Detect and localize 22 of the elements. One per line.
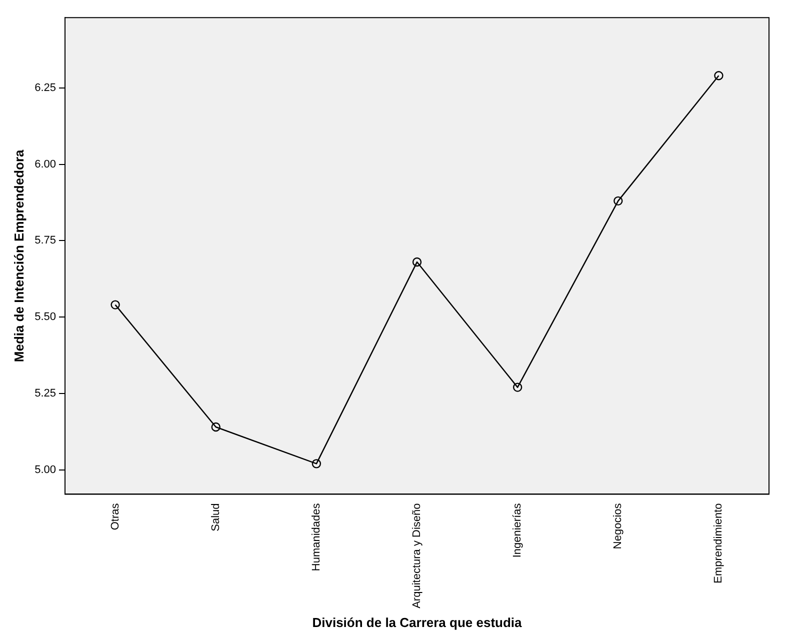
point xyxy=(512,382,522,392)
x-tick-label: Arquitectura y Diseño xyxy=(411,503,424,608)
point xyxy=(312,459,322,468)
point xyxy=(614,196,623,206)
y-tick-label: 6.00 xyxy=(34,158,56,170)
x-tick-label: Negocios xyxy=(612,502,624,550)
x-tick-label: Emprendimiento xyxy=(712,503,725,584)
point xyxy=(211,422,220,432)
y-tick-label: 6.25 xyxy=(34,82,56,94)
x-tick-label: Humanidades xyxy=(310,502,322,572)
x-tick-label: Salud xyxy=(210,503,222,532)
point xyxy=(110,300,120,310)
y-tick-label: 5.75 xyxy=(34,234,56,247)
x-tick-label: Otras xyxy=(109,502,122,530)
x-tick-label: Ingenierías xyxy=(512,502,524,558)
y-tick-label: 5.00 xyxy=(34,464,56,476)
y-tick-label: 5.25 xyxy=(34,387,56,400)
point xyxy=(412,257,422,267)
y-tick-label: 5.50 xyxy=(34,311,56,324)
x-axis-title: División de la Carrera que estudia xyxy=(312,614,523,630)
point xyxy=(714,71,724,80)
y-axis-title: Media de Intención Emprendedora xyxy=(11,148,26,362)
